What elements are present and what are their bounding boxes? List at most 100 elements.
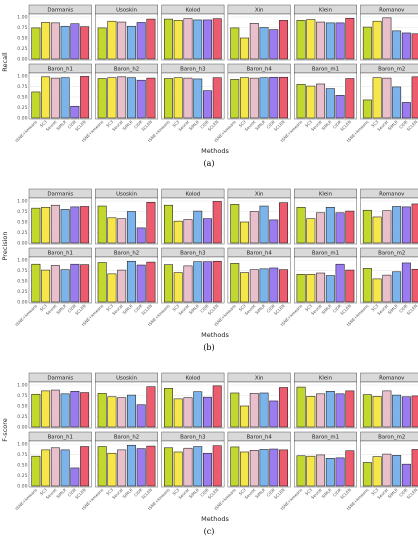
bar-cidr	[335, 22, 345, 60]
x-tick-label: SIMLR	[188, 119, 200, 131]
x-tick-label: Seurat	[111, 119, 124, 132]
subfigure-label: (c)	[204, 527, 215, 536]
bar-seurat	[316, 83, 326, 119]
bar-tsne-kmeans	[164, 78, 173, 119]
bar-sclen	[146, 18, 156, 60]
x-tick-label: Seurat	[310, 487, 323, 500]
panel-title: Romanov	[379, 7, 405, 13]
bar-sclen	[212, 77, 222, 119]
x-tick-label: Seurat	[45, 303, 58, 316]
bar-seurat	[183, 219, 193, 244]
bar-seurat	[316, 212, 326, 244]
panel-title: Baron_h1	[48, 66, 73, 72]
chart-f-score: F-score Darmanis 0.00 0.25 0.50 0.75 1.00 Usosk…	[1, 372, 418, 536]
bar-cidr	[70, 23, 80, 60]
panel-title: Baron_h4	[246, 66, 272, 72]
bar-sclen	[345, 17, 355, 60]
bar-sclen	[279, 76, 288, 119]
bar-sclen	[80, 392, 90, 428]
panel-darmanis: Darmanis 0.00 0.25 0.50 0.75 1.00	[17, 188, 92, 247]
bar-sclen	[279, 387, 288, 428]
bar-simlr	[193, 19, 203, 60]
x-tick-label: SCLEN	[140, 303, 153, 316]
bar-sc3	[41, 390, 51, 428]
bar-simlr	[60, 393, 70, 428]
bar-tsne-kmeans	[362, 394, 372, 428]
bar-sclen	[411, 268, 418, 303]
x-tick-label: SC3	[370, 487, 379, 496]
bar-cidr	[401, 396, 411, 428]
panel-title: Romanov	[379, 375, 405, 381]
bar-seurat	[249, 269, 259, 303]
x-tick-label: SIMLR	[387, 303, 399, 315]
y-tick-label: 0.25	[17, 473, 27, 479]
bar-tsne-kmeans	[97, 262, 107, 303]
bar-cidr	[203, 452, 212, 487]
panel-title: Baron_m1	[312, 434, 339, 440]
chart-recall: Recall Darmanis 0.00 0.25 0.50 0.75 1.00 Usoski…	[1, 4, 418, 168]
bar-sclen	[345, 210, 355, 244]
x-tick-label: Seurat	[177, 487, 190, 500]
bar-simlr	[126, 394, 136, 428]
x-tick-label: SCLEN	[207, 119, 220, 132]
bar-tsne-kmeans	[296, 207, 306, 244]
bar-sclen	[146, 261, 156, 303]
bar-seurat	[117, 21, 127, 60]
bar-sc3	[306, 19, 316, 60]
panel-title: Baron_m1	[312, 250, 339, 256]
subfigure-label: (b)	[203, 343, 214, 352]
bar-simlr	[60, 209, 70, 244]
bar-tsne-kmeans	[296, 274, 306, 303]
bar-simlr	[325, 275, 335, 303]
x-tick-label: CIDR	[67, 303, 78, 314]
x-tick-label: CIDR	[398, 119, 409, 130]
bar-sclen	[411, 395, 418, 428]
x-tick-label: SC3	[171, 303, 180, 312]
bar-sclen	[212, 18, 222, 60]
bar-seurat	[50, 22, 60, 60]
bar-tsne-kmeans	[296, 386, 306, 428]
bar-seurat	[117, 269, 127, 303]
x-tick-label: SIMLR	[121, 487, 133, 499]
y-tick-label: 0.00	[17, 116, 27, 122]
bar-sclen	[146, 77, 156, 119]
x-tick-label: Seurat	[45, 487, 58, 500]
bar-cidr	[401, 463, 411, 487]
y-tick-label: 0.25	[17, 289, 27, 295]
panel-title: Darmanis	[47, 191, 73, 197]
x-tick-label: SCLEN	[339, 119, 352, 132]
bar-simlr	[60, 269, 70, 303]
bar-tsne-kmeans	[31, 27, 41, 60]
bar-cidr	[269, 76, 279, 119]
bar-tsne-kmeans	[296, 20, 306, 60]
bar-sc3	[372, 20, 382, 60]
bar-seurat	[50, 389, 60, 428]
x-tick-label: SIMLR	[55, 487, 67, 499]
bar-tsne-kmeans	[164, 447, 173, 487]
bar-sclen	[345, 78, 355, 119]
panel-title: Usoskin	[116, 375, 137, 381]
panel-title: Baron_h3	[180, 250, 205, 256]
x-tick-label: SC3	[39, 119, 48, 128]
panel-klein: Klein	[294, 188, 357, 245]
bar-cidr	[401, 262, 411, 303]
bar-seurat	[117, 76, 127, 119]
bar-tsne-kmeans	[97, 27, 107, 60]
y-tick-label: 0.00	[17, 241, 27, 247]
bar-seurat	[183, 18, 193, 60]
y-tick-label: 0.25	[17, 230, 27, 236]
bar-sclen	[279, 20, 288, 60]
bar-simlr	[193, 446, 203, 487]
x-tick-label: SC3	[105, 119, 114, 128]
panel-title: Klein	[319, 375, 332, 381]
panel-title: Baron_h4	[246, 250, 272, 256]
bar-simlr	[392, 271, 402, 303]
bar-sc3	[372, 278, 382, 303]
x-tick-label: SCLEN	[273, 303, 286, 316]
bar-simlr	[392, 30, 402, 60]
bar-cidr	[335, 95, 345, 119]
bar-tsne-kmeans	[230, 27, 240, 60]
bar-sc3	[41, 22, 51, 60]
